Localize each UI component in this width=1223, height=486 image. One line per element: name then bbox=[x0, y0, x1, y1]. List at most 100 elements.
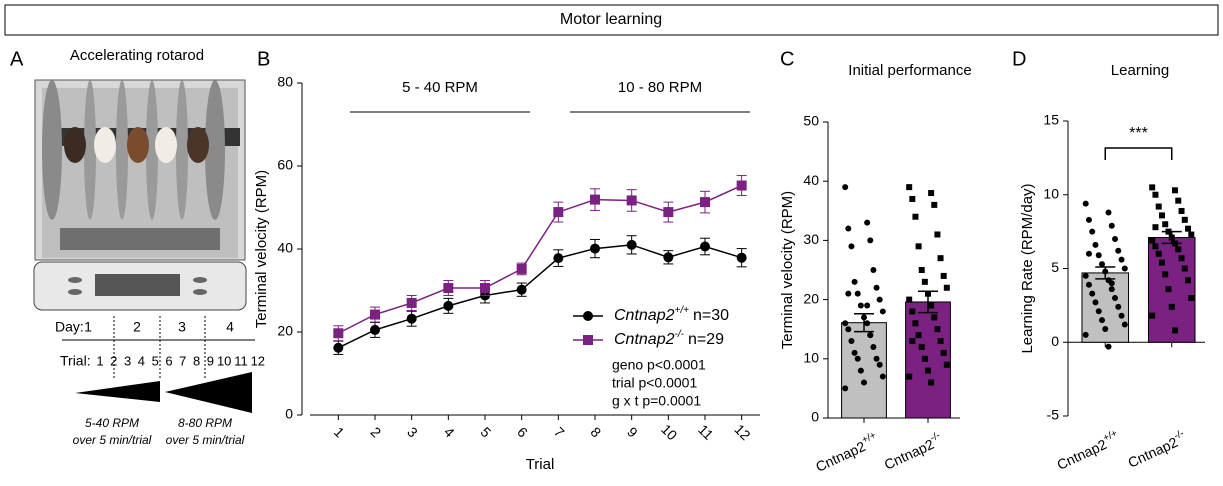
y-tick-label: 80 bbox=[277, 74, 293, 90]
trial-number: 4 bbox=[138, 353, 145, 368]
marker bbox=[1152, 191, 1159, 198]
bar bbox=[905, 301, 951, 419]
x-tick-label: 1 bbox=[331, 424, 348, 441]
marker bbox=[851, 349, 858, 356]
marker bbox=[443, 283, 454, 294]
label-text: Cntnap2 bbox=[1125, 433, 1180, 470]
marker bbox=[1168, 303, 1175, 310]
marker bbox=[1172, 327, 1179, 334]
stat-text: trial p<0.0001 bbox=[612, 375, 697, 391]
error-bar bbox=[854, 313, 874, 333]
header-title: Motor learning bbox=[560, 11, 662, 28]
ramp-label: over 5 min/trial bbox=[166, 433, 245, 447]
marker bbox=[1098, 317, 1105, 324]
marker bbox=[1162, 221, 1169, 228]
y-axis-label: Terminal velocity (RPM) bbox=[253, 170, 270, 328]
marker bbox=[876, 296, 883, 303]
marker bbox=[943, 284, 950, 291]
marker bbox=[1082, 272, 1089, 279]
marker bbox=[857, 367, 864, 374]
x-tick-label: 8 bbox=[588, 424, 605, 441]
marker bbox=[480, 283, 490, 294]
marker bbox=[854, 290, 861, 297]
marker bbox=[1175, 246, 1182, 253]
y-tick-label: 40 bbox=[803, 172, 819, 188]
label-text: Cntnap2 bbox=[882, 435, 937, 472]
series-line bbox=[337, 184, 742, 334]
marker bbox=[921, 278, 928, 285]
y-tick-label: 50 bbox=[803, 113, 819, 129]
x-axis-label: Trial bbox=[526, 456, 555, 473]
marker bbox=[1082, 200, 1089, 207]
marker bbox=[1115, 247, 1122, 254]
marker bbox=[663, 207, 674, 218]
trial-number: 1 bbox=[96, 353, 103, 368]
marker bbox=[1089, 228, 1096, 235]
marker bbox=[864, 320, 871, 327]
y-tick-label: 60 bbox=[277, 157, 293, 173]
panel-label: D bbox=[1012, 48, 1026, 70]
marker bbox=[909, 338, 916, 345]
marker bbox=[1149, 184, 1156, 191]
label-superscript: -/- bbox=[1172, 428, 1185, 442]
ramp-label: over 5 min/trial bbox=[73, 433, 152, 447]
legend-n: n=29 bbox=[688, 331, 724, 348]
trial-number: 6 bbox=[165, 353, 172, 368]
marker bbox=[406, 313, 417, 324]
y-tick-label: 15 bbox=[1043, 112, 1059, 128]
marker bbox=[1188, 231, 1195, 238]
marker bbox=[1175, 197, 1182, 204]
marker bbox=[1118, 312, 1125, 319]
marker bbox=[1108, 286, 1115, 293]
y-axis-label: Learning Rate (RPM/day) bbox=[1019, 183, 1036, 353]
marker bbox=[931, 314, 938, 321]
x-tick-label: 4 bbox=[441, 424, 458, 441]
marker bbox=[583, 335, 593, 345]
ramp-label: 5-40 RPM bbox=[85, 416, 139, 430]
marker bbox=[700, 197, 710, 208]
x-tick-label: 9 bbox=[624, 424, 641, 441]
marker bbox=[516, 284, 527, 295]
label-text: Cntnap2 bbox=[614, 331, 675, 348]
marker bbox=[848, 338, 855, 345]
label: Cntnap2+/+ n=30 bbox=[614, 305, 729, 325]
marker bbox=[915, 332, 922, 339]
panel-title: Initial performance bbox=[848, 62, 971, 79]
trial-number: 2 bbox=[110, 353, 117, 368]
marker bbox=[928, 190, 935, 197]
marker bbox=[333, 342, 344, 353]
marker bbox=[370, 309, 380, 320]
y-tick-label: -5 bbox=[1047, 407, 1060, 423]
marker bbox=[516, 263, 527, 274]
marker bbox=[928, 302, 935, 309]
y-tick-label: 10 bbox=[803, 350, 819, 366]
label-superscript: +/+ bbox=[1101, 428, 1119, 444]
y-tick-label: 5 bbox=[1051, 259, 1059, 275]
y-tick-label: 0 bbox=[285, 406, 293, 422]
x-tick-label: 2 bbox=[368, 424, 385, 441]
error-bar bbox=[1095, 266, 1116, 280]
marker bbox=[873, 284, 880, 291]
marker bbox=[626, 239, 637, 250]
marker bbox=[1095, 308, 1102, 315]
y-tick-label: 10 bbox=[1043, 185, 1059, 201]
error-bar bbox=[1161, 230, 1182, 245]
marker bbox=[1115, 303, 1122, 310]
panel-title: Accelerating rotarod bbox=[70, 47, 204, 64]
panel-label: C bbox=[780, 48, 794, 70]
trial-number: 11 bbox=[234, 353, 248, 368]
day-number: 2 bbox=[133, 319, 141, 335]
label-superscript: +/+ bbox=[860, 430, 878, 446]
marker bbox=[1085, 216, 1092, 223]
marker bbox=[406, 297, 417, 308]
trial-number: 12 bbox=[251, 353, 265, 368]
trial-number: 7 bbox=[179, 353, 186, 368]
legend-n: n=30 bbox=[693, 307, 729, 324]
label-superscript: -/- bbox=[675, 329, 685, 340]
marker bbox=[1162, 271, 1169, 278]
marker bbox=[1092, 241, 1099, 248]
marker bbox=[934, 326, 941, 333]
marker bbox=[906, 373, 913, 380]
marker bbox=[940, 349, 947, 356]
marker bbox=[867, 237, 874, 244]
